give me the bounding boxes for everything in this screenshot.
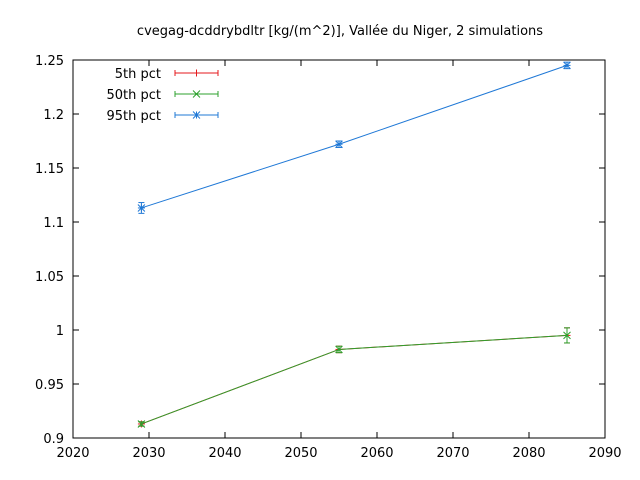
y-tick-label: 1.15 [35,162,64,177]
data-point [563,61,571,70]
series-line [141,64,568,209]
x-tick-label: 2040 [208,446,241,461]
x-tick-label: 2060 [360,446,393,461]
data-point [335,140,343,149]
legend-label: 50th pct [106,88,161,103]
series-3 [137,61,571,214]
legend-label: 5th pct [115,67,161,82]
x-tick-label: 2050 [284,446,317,461]
data-point [563,331,571,340]
data-point [335,345,343,354]
legend: 5th pct 50th pct 95th pct [106,67,219,124]
legend-label: 95th pct [106,109,161,124]
legend-marker [193,69,200,77]
x-tick-label: 2080 [512,446,545,461]
series-1 [137,327,571,428]
series-layer [137,61,571,428]
series-2 [137,327,571,428]
data-point [137,420,146,428]
axes: 2020 2030 2040 2050 2060 2070 2080 2090 0.9 0.95 1… [35,54,622,461]
chart-title: cvegag-dcddrybdltr [kg/(m^2)], Vallée du… [137,24,543,39]
x-tick-label: 2070 [436,446,469,461]
legend-item: 50th pct [106,88,219,103]
x-tick-label: 2020 [56,446,89,461]
series-line [141,334,568,425]
y-tick-label: 1.1 [43,216,64,231]
x-tick-label: 2030 [132,446,165,461]
data-point [137,204,146,212]
y-tick-label: 1.25 [35,54,64,69]
y-tick-label: 1.2 [43,108,64,123]
y-tick-label: 0.95 [35,378,64,393]
plot-frame [72,59,606,439]
y-tick-label: 0.9 [43,432,64,447]
x-tick-label: 2090 [588,446,621,461]
legend-item: 5th pct [115,67,219,82]
legend-marker [192,90,201,98]
legend-marker [192,111,201,119]
y-tick-label: 1 [56,324,64,339]
y-tick-label: 1.05 [35,270,64,285]
legend-item: 95th pct [106,109,219,124]
